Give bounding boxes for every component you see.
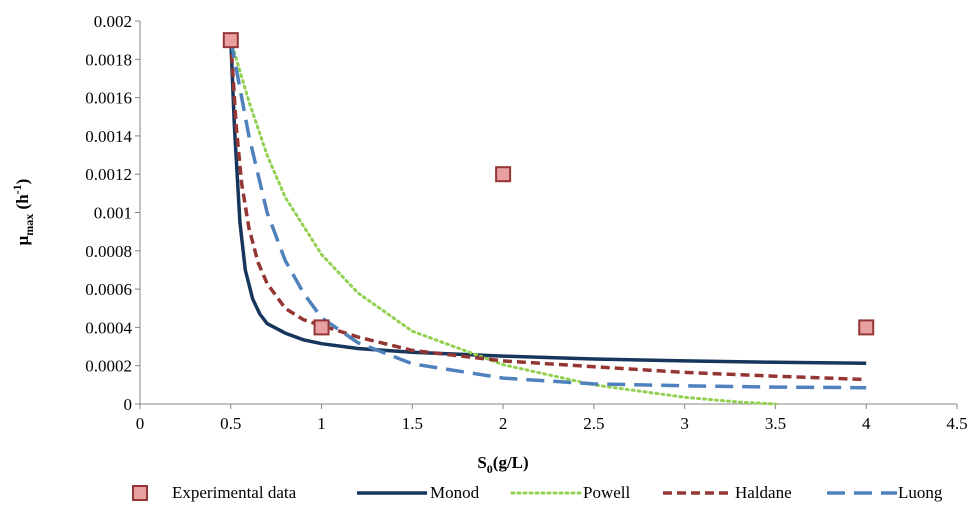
x-axis-title: S0(g/L)	[477, 453, 528, 476]
x-tick-label: 1	[317, 414, 326, 433]
x-tick-labels: 0 0.5 1 1.5 2 2.5 3 3.5 4 4.5	[136, 404, 968, 433]
x-tick-label: 4.5	[946, 414, 967, 433]
y-axis-title-mid: (h	[13, 194, 32, 214]
x-tick-label: 3	[680, 414, 689, 433]
experimental-data-point	[858, 319, 875, 336]
x-tick-label: 4	[862, 414, 871, 433]
y-tick-label: 0.0012	[85, 165, 132, 184]
x-tick-label: 0.5	[220, 414, 241, 433]
x-tick-label: 0	[136, 414, 145, 433]
y-tick-label: 0.0008	[85, 242, 132, 261]
axes	[139, 21, 957, 405]
y-axis-title-sup: -1	[10, 184, 24, 194]
experimental-data-point	[313, 319, 330, 336]
x-axis-title-rest: (g/L)	[493, 453, 529, 472]
series-markers	[222, 32, 875, 336]
series-line-monod	[229, 40, 867, 365]
y-tick-labels: 0 0.0002 0.0004 0.0006 0.0008 0.001 0.0012 0.00…	[85, 12, 140, 414]
legend-label-haldane: Haldane	[735, 483, 792, 502]
x-tick-label: 2.5	[583, 414, 604, 433]
y-tick-label: 0.0004	[85, 318, 132, 337]
legend-swatch-experimental-data	[132, 485, 148, 501]
series-line-haldane	[229, 40, 867, 382]
y-axis-title-main: μ	[13, 235, 32, 245]
legend-label-luong: Luong	[898, 483, 943, 502]
y-tick-label: 0.0014	[85, 127, 132, 146]
y-axis-title: μmax (h-1)	[10, 179, 36, 246]
series-lines	[229, 38, 867, 406]
x-axis-title-sub: 0	[487, 462, 493, 476]
legend-label-experimental-data: Experimental data	[172, 483, 297, 502]
y-tick-label: 0.0002	[85, 357, 132, 376]
y-tick-label: 0.001	[94, 204, 132, 223]
x-tick-label: 1.5	[402, 414, 423, 433]
x-axis-title-main: S	[477, 453, 486, 472]
experimental-data-point	[222, 32, 239, 49]
y-tick-label: 0.002	[94, 12, 132, 31]
y-tick-label: 0.0018	[85, 50, 132, 69]
y-axis-title-sub: max	[22, 214, 36, 236]
experimental-data-point	[495, 166, 512, 183]
legend: Experimental data Monod Powell Haldane Luong	[132, 483, 943, 502]
y-tick-label: 0	[124, 395, 133, 414]
y-tick-label: 0.0006	[85, 280, 132, 299]
series-line-luong	[229, 39, 867, 390]
x-tick-label: 3.5	[765, 414, 786, 433]
legend-label-monod: Monod	[430, 483, 480, 502]
y-axis-title-end: )	[13, 179, 32, 185]
series-line-powell	[229, 38, 777, 406]
legend-label-powell: Powell	[583, 483, 631, 502]
x-tick-label: 2	[499, 414, 508, 433]
y-tick-label: 0.0016	[85, 89, 132, 108]
